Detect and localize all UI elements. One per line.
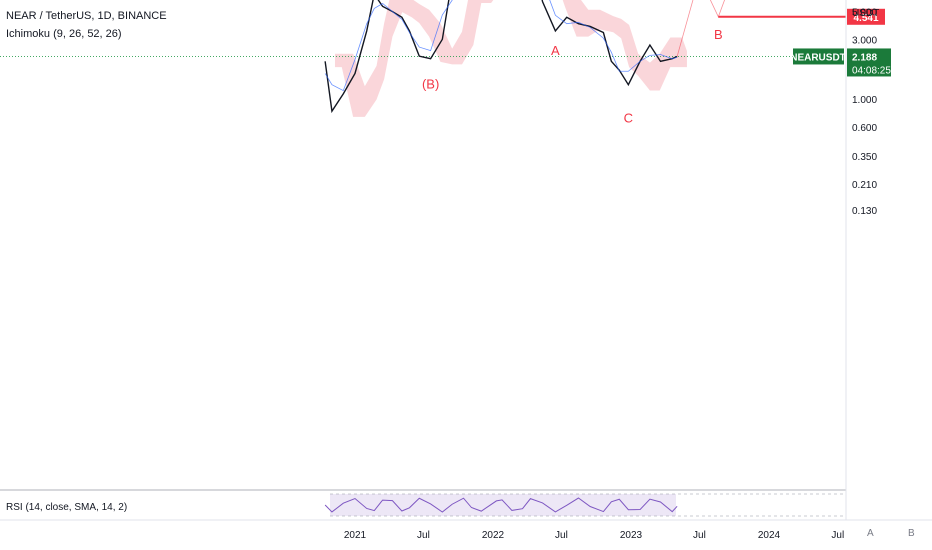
y-tick-label: 0.350 <box>852 152 877 163</box>
y-tick-label: 5.000 <box>852 8 877 19</box>
wave-label: B <box>714 27 723 42</box>
last-price-value: 2.188 <box>852 52 877 63</box>
x-tick-label: Jul <box>555 530 568 541</box>
chart-title: NEAR / TetherUS, 1D, BINANCE <box>6 10 167 22</box>
price-series <box>0 0 846 114</box>
y-tick-label: 0.210 <box>852 180 877 191</box>
last-price-tag <box>847 48 891 77</box>
x-tick-label: Jul <box>417 530 430 541</box>
symbol-tag-text: NEARUSDT <box>790 52 846 63</box>
y-tick-label: 0.600 <box>852 123 877 134</box>
wave-label: A <box>551 43 560 58</box>
tenkan-line <box>324 0 678 92</box>
rsi-panel <box>0 489 846 517</box>
indicator-label[interactable]: Ichimoku (9, 26, 52, 26) <box>6 28 122 40</box>
x-tick-label: 2021 <box>344 530 367 541</box>
rsi-line <box>324 497 678 513</box>
x-tick-label: 2023 <box>620 530 643 541</box>
target-level-tag <box>847 8 885 25</box>
y-tick-label: 3.000 <box>852 35 877 46</box>
axis-unit: USDT <box>852 8 879 19</box>
x-tick-label: 2024 <box>758 530 781 541</box>
ichimoku-span <box>334 0 687 117</box>
rsi-label[interactable]: RSI (14, close, SMA, 14, 2) <box>6 502 128 513</box>
price-axis: USDT70.00040.00015.0005.0003.0001.0000.6… <box>845 0 879 520</box>
wave-label: (B) <box>422 77 439 92</box>
symbol-tag <box>793 48 844 65</box>
wave-labels: (A)(B)(C)ABCABC <box>422 27 723 126</box>
log-scale-button[interactable]: B <box>908 528 915 539</box>
projection-line <box>676 0 725 57</box>
ichimoku-cloud <box>334 0 687 117</box>
auto-scale-button[interactable]: A <box>867 528 874 539</box>
wave-label: C <box>624 111 633 126</box>
rsi-band <box>330 494 676 516</box>
y-tick-label: 1.000 <box>852 95 877 106</box>
x-tick-label: Jul <box>693 530 706 541</box>
target-level-value: 4.541 <box>853 13 878 24</box>
x-tick-label: Jul <box>831 530 844 541</box>
y-tick-label: 0.130 <box>852 206 877 217</box>
time-axis: 2021 Jul 2022 Jul 2023 Jul 2024 Jul <box>0 519 932 541</box>
countdown-value: 04:08:25 <box>852 65 891 76</box>
x-tick-label: 2022 <box>482 530 505 541</box>
